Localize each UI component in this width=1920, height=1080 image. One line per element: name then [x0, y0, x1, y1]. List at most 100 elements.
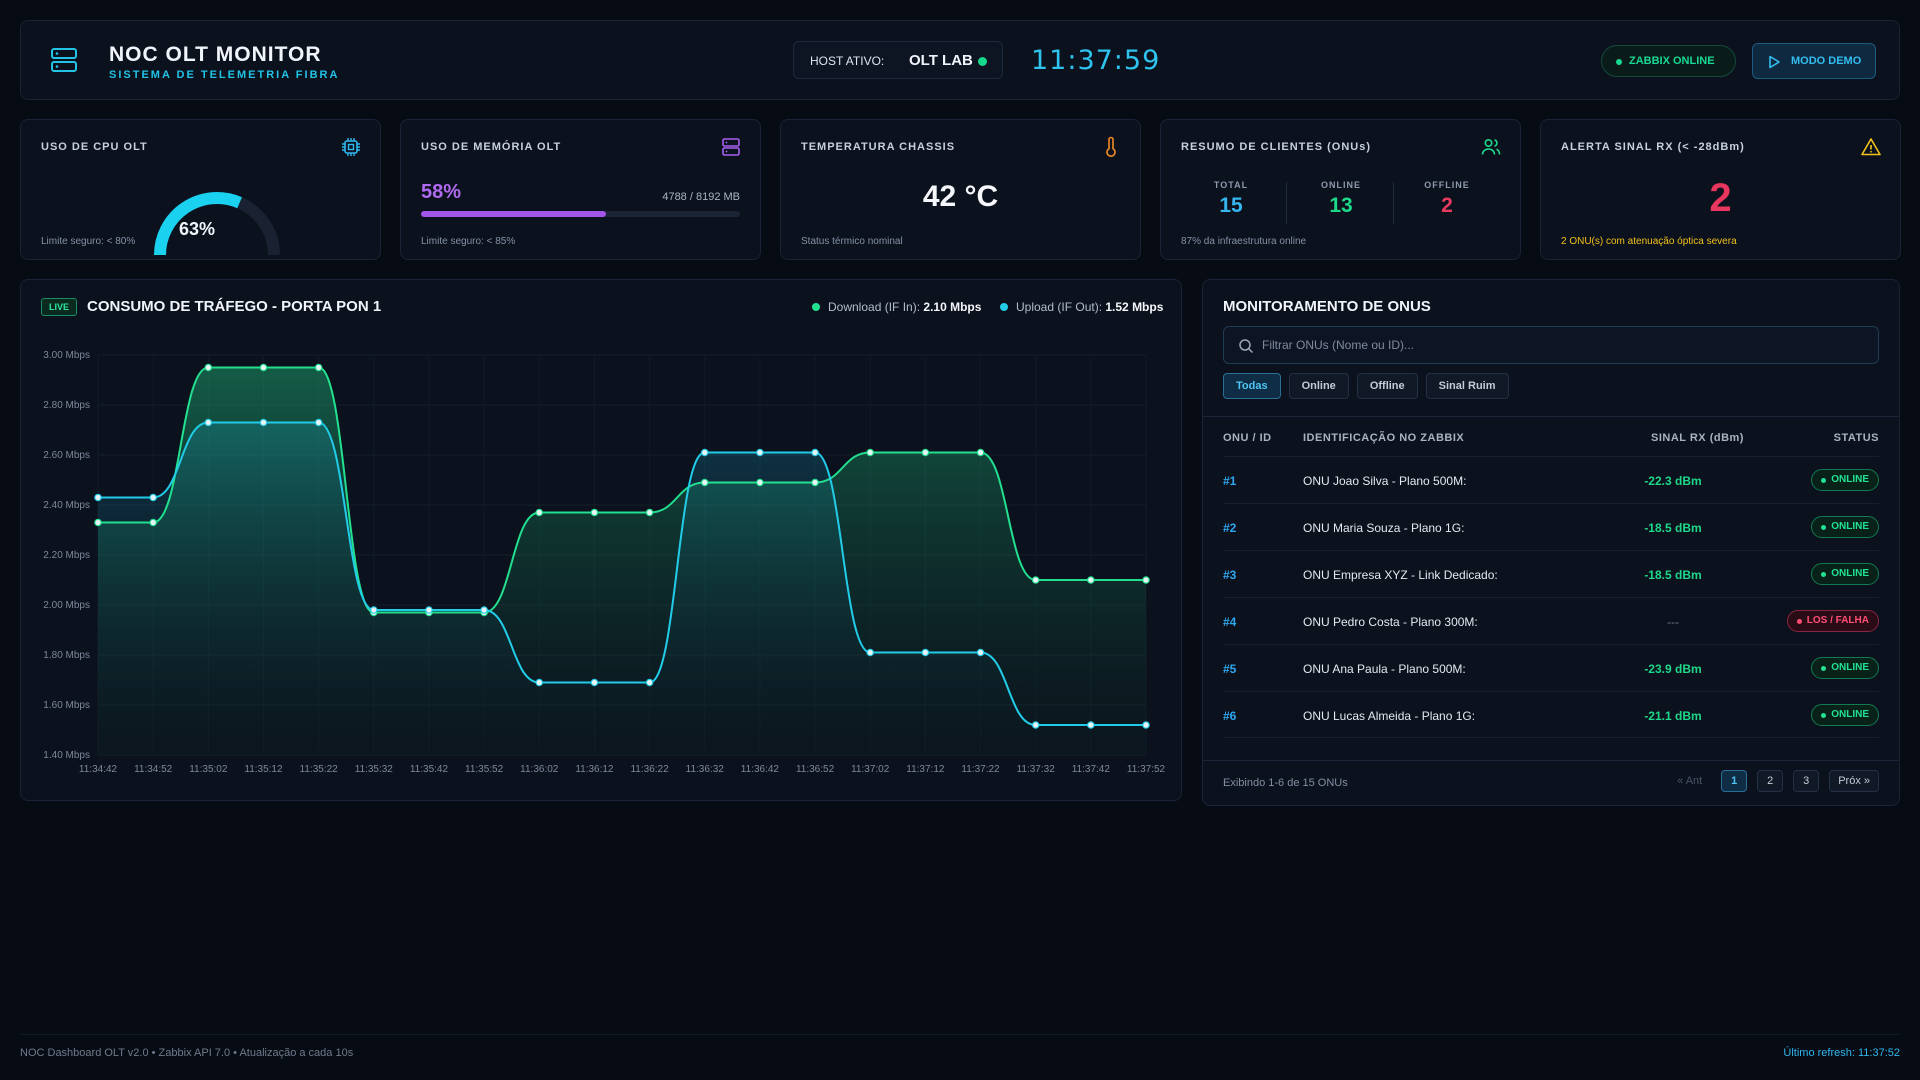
- cpu-icon: [342, 138, 360, 156]
- x-tick-label: 11:35:42: [410, 764, 449, 775]
- upload-data-point[interactable]: [94, 493, 102, 502]
- download-data-point[interactable]: [1142, 576, 1150, 584]
- clients-online-label: ONLINE: [1320, 180, 1361, 190]
- download-data-point[interactable]: [314, 363, 323, 372]
- upload-data-point[interactable]: [756, 448, 764, 457]
- table-row[interactable]: #4 ONU Pedro Costa - Plano 300M: --- LOS…: [1223, 597, 1879, 644]
- filter-bad-signal-button[interactable]: Sinal Ruim: [1425, 373, 1509, 399]
- download-data-point[interactable]: [590, 508, 599, 517]
- status-badge: LOS / FALHA: [1786, 610, 1879, 632]
- onu-search-box[interactable]: [1223, 326, 1879, 364]
- upload-line: [98, 421, 1146, 726]
- upload-data-point[interactable]: [1087, 721, 1095, 729]
- clients-total-label: TOTAL: [1213, 180, 1249, 190]
- status-badge: ONLINE: [1811, 516, 1879, 538]
- upload-area: [98, 422, 1146, 755]
- status-badge: ONLINE: [1811, 657, 1879, 679]
- column-header-rx: SINAL RX (dBm): [1651, 432, 1744, 444]
- download-data-point[interactable]: [149, 518, 157, 527]
- upload-data-point[interactable]: [204, 418, 213, 427]
- x-tick-label: 11:37:12: [906, 764, 945, 775]
- download-data-point[interactable]: [1031, 576, 1040, 584]
- demo-mode-button[interactable]: MODO DEMO: [1752, 43, 1876, 79]
- upload-data-point[interactable]: [149, 493, 157, 502]
- download-data-point[interactable]: [811, 478, 819, 487]
- filter-offline-button[interactable]: Offline: [1356, 373, 1418, 399]
- zabbix-status-dot: [1616, 59, 1622, 65]
- live-badge: LIVE: [41, 298, 77, 316]
- upload-data-point[interactable]: [1142, 721, 1150, 729]
- table-row[interactable]: #3 ONU Empresa XYZ - Link Dedicado: -18.…: [1223, 550, 1879, 597]
- onu-rx-signal: -18.5 dBm: [1644, 568, 1702, 582]
- legend-upload-label: Upload (IF Out):: [1016, 300, 1103, 314]
- upload-data-point[interactable]: [259, 418, 268, 427]
- download-data-point[interactable]: [535, 508, 544, 517]
- server-logo-icon: [45, 41, 83, 79]
- table-row[interactable]: #1 ONU Joao Silva - Plano 500M: -22.3 dB…: [1223, 456, 1879, 503]
- upload-data-point[interactable]: [369, 606, 378, 614]
- filter-all-button[interactable]: Todas: [1223, 373, 1281, 399]
- next-page-button[interactable]: Próx »: [1829, 770, 1879, 792]
- upload-data-point[interactable]: [480, 606, 488, 614]
- y-tick-label: 1.60 Mbps: [43, 700, 90, 711]
- upload-data-point[interactable]: [811, 448, 819, 457]
- upload-data-point[interactable]: [535, 678, 544, 687]
- active-host-selector[interactable]: HOST ATIVO: OLT LAB: [793, 41, 1003, 79]
- column-header-id: ONU / ID: [1223, 432, 1272, 444]
- x-tick-label: 11:37:02: [851, 764, 890, 775]
- x-tick-label: 11:36:02: [520, 764, 559, 775]
- clients-online-value: 13: [1329, 194, 1353, 217]
- download-data-point[interactable]: [976, 448, 985, 457]
- upload-data-point[interactable]: [700, 448, 709, 457]
- memory-progress-fill: [421, 211, 607, 217]
- clients-summary-card: RESUMO DE CLIENTES (ONUs) TOTAL 15 ONLIN…: [1160, 119, 1521, 260]
- table-row[interactable]: #5 ONU Ana Paula - Plano 500M: -23.9 dBm…: [1223, 644, 1879, 691]
- clients-total-value: 15: [1219, 194, 1243, 217]
- download-data-point[interactable]: [259, 363, 268, 372]
- table-row[interactable]: #6 ONU Lucas Almeida - Plano 1G: -21.1 d…: [1223, 691, 1879, 738]
- clients-offline-stat: OFFLINE 2: [1397, 180, 1497, 218]
- column-header-name: IDENTIFICAÇÃO NO ZABBIX: [1303, 432, 1465, 444]
- page-1-button[interactable]: 1: [1721, 770, 1748, 792]
- status-filter-group: Todas Online Offline Sinal Ruim: [1223, 373, 1509, 399]
- clients-card-title: RESUMO DE CLIENTES (ONUs): [1181, 141, 1372, 153]
- x-tick-label: 11:35:02: [189, 764, 228, 775]
- pagination-summary: Exibindo 1-6 de 15 ONUs: [1223, 777, 1348, 789]
- page-3-button[interactable]: 3: [1793, 770, 1820, 792]
- zabbix-status-label: ZABBIX ONLINE: [1629, 55, 1715, 67]
- download-data-point[interactable]: [94, 518, 102, 527]
- download-data-point[interactable]: [1087, 576, 1095, 584]
- download-data-point[interactable]: [700, 478, 709, 487]
- pagination: « Ant 1 2 3 Próx »: [1668, 770, 1879, 792]
- page-2-button[interactable]: 2: [1757, 770, 1784, 792]
- prev-page-button[interactable]: « Ant: [1677, 775, 1703, 787]
- clients-online-ratio: 87% da infraestrutura online: [1181, 236, 1307, 247]
- upload-data-point[interactable]: [590, 678, 599, 687]
- demo-mode-label: MODO DEMO: [1791, 55, 1862, 67]
- app-title: NOC OLT MONITOR: [109, 43, 322, 66]
- upload-data-point[interactable]: [314, 418, 323, 427]
- download-data-point[interactable]: [756, 478, 764, 487]
- onu-id: #2: [1223, 521, 1237, 535]
- y-tick-label: 1.80 Mbps: [43, 650, 90, 661]
- download-data-point[interactable]: [866, 448, 875, 457]
- table-row[interactable]: #2 ONU Maria Souza - Plano 1G: -18.5 dBm…: [1223, 503, 1879, 550]
- upload-data-point[interactable]: [425, 606, 433, 614]
- upload-data-point[interactable]: [866, 648, 875, 657]
- divider: [1203, 416, 1899, 417]
- upload-data-point[interactable]: [976, 648, 985, 657]
- download-data-point[interactable]: [204, 363, 213, 372]
- upload-data-point[interactable]: [921, 648, 930, 657]
- clients-total-stat: TOTAL 15: [1181, 180, 1281, 218]
- filter-online-button[interactable]: Online: [1288, 373, 1349, 399]
- zabbix-status-badge[interactable]: ZABBIX ONLINE: [1601, 45, 1736, 77]
- upload-data-point[interactable]: [1031, 721, 1040, 729]
- status-badge: ONLINE: [1811, 563, 1879, 585]
- rx-signal-alert-card: ALERTA SINAL RX (< -28dBm) 2 2 ONU(s) co…: [1540, 119, 1901, 260]
- upload-data-point[interactable]: [645, 678, 654, 687]
- footer-version-info: NOC Dashboard OLT v2.0 • Zabbix API 7.0 …: [20, 1047, 354, 1059]
- download-data-point[interactable]: [645, 508, 654, 517]
- onu-search-input[interactable]: [1262, 335, 1862, 355]
- download-data-point[interactable]: [921, 448, 930, 457]
- onu-id: #3: [1223, 568, 1237, 582]
